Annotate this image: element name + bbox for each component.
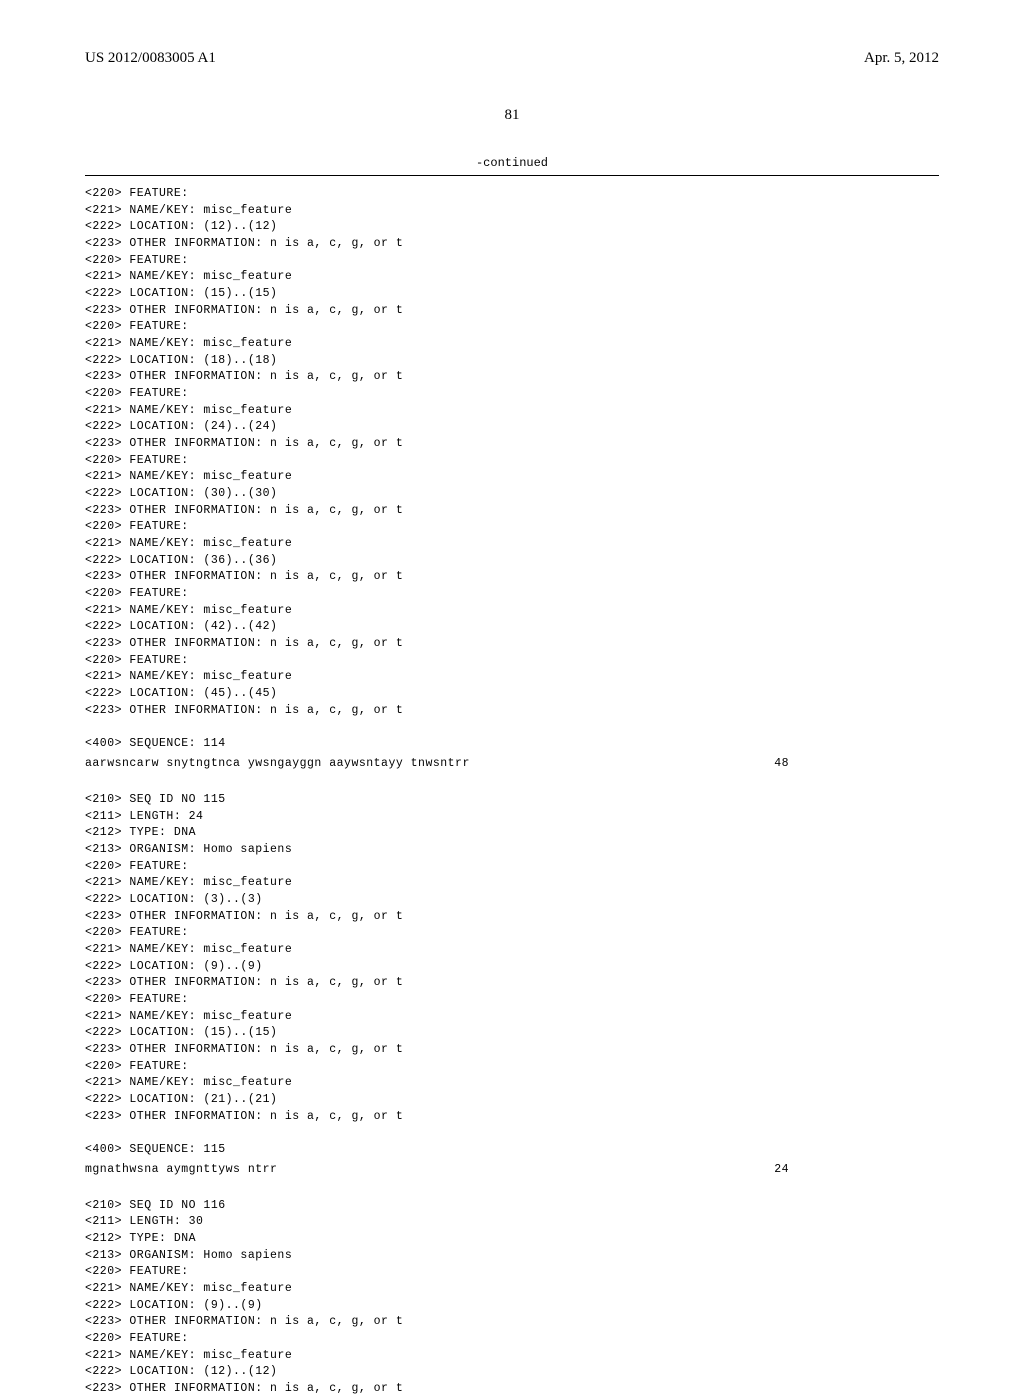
feature-line: <212> TYPE: DNA (85, 826, 196, 839)
continued-label: -continued (85, 156, 939, 170)
publication-date: Apr. 5, 2012 (864, 50, 939, 67)
feature-line: <222> LOCATION: (18)..(18) (85, 354, 277, 367)
feature-line: <221> NAME/KEY: misc_feature (85, 1076, 292, 1089)
feature-line: <221> NAME/KEY: misc_feature (85, 1349, 292, 1362)
feature-line: <223> OTHER INFORMATION: n is a, c, g, o… (85, 1043, 403, 1056)
feature-line: <223> OTHER INFORMATION: n is a, c, g, o… (85, 1315, 403, 1328)
feature-line: <221> NAME/KEY: misc_feature (85, 604, 292, 617)
feature-line: <220> FEATURE: (85, 993, 189, 1006)
feature-line: <210> SEQ ID NO 116 (85, 1199, 226, 1212)
sequence-text: mgnathwsna aymgnttyws ntrr (85, 1163, 277, 1176)
feature-line: <220> FEATURE: (85, 1265, 189, 1278)
feature-line: <223> OTHER INFORMATION: n is a, c, g, o… (85, 437, 403, 450)
feature-line: <220> FEATURE: (85, 654, 189, 667)
feature-line: <223> OTHER INFORMATION: n is a, c, g, o… (85, 637, 403, 650)
feature-line: <221> NAME/KEY: misc_feature (85, 943, 292, 956)
feature-line: <222> LOCATION: (3)..(3) (85, 893, 263, 906)
feature-line: <220> FEATURE: (85, 1060, 189, 1073)
sequence-block-1: <220> FEATURE: <221> NAME/KEY: misc_feat… (85, 186, 939, 753)
sequence-block-2: <210> SEQ ID NO 115 <211> LENGTH: 24 <21… (85, 792, 939, 1159)
feature-line: <223> OTHER INFORMATION: n is a, c, g, o… (85, 976, 403, 989)
sequence-length: 24 (774, 1163, 939, 1176)
feature-line: <223> OTHER INFORMATION: n is a, c, g, o… (85, 1110, 403, 1123)
page-number: 81 (85, 107, 939, 124)
feature-line: <221> NAME/KEY: misc_feature (85, 537, 292, 550)
feature-line: <220> FEATURE: (85, 454, 189, 467)
feature-line: <221> NAME/KEY: misc_feature (85, 1010, 292, 1023)
feature-line: <220> FEATURE: (85, 587, 189, 600)
feature-line: <222> LOCATION: (30)..(30) (85, 487, 277, 500)
feature-line: <221> NAME/KEY: misc_feature (85, 204, 292, 217)
feature-line: <213> ORGANISM: Homo sapiens (85, 1249, 292, 1262)
feature-line: <223> OTHER INFORMATION: n is a, c, g, o… (85, 370, 403, 383)
feature-line: <210> SEQ ID NO 115 (85, 793, 226, 806)
feature-line: <220> FEATURE: (85, 926, 189, 939)
feature-line: <220> FEATURE: (85, 520, 189, 533)
feature-line: <220> FEATURE: (85, 387, 189, 400)
feature-line: <211> LENGTH: 24 (85, 810, 203, 823)
feature-line: <223> OTHER INFORMATION: n is a, c, g, o… (85, 704, 403, 717)
feature-line: <220> FEATURE: (85, 860, 189, 873)
feature-line: <221> NAME/KEY: misc_feature (85, 404, 292, 417)
sequence-row-115: mgnathwsna aymgnttyws ntrr 24 (85, 1163, 939, 1176)
feature-line: <222> LOCATION: (36)..(36) (85, 554, 277, 567)
feature-line: <222> LOCATION: (21)..(21) (85, 1093, 277, 1106)
feature-line: <220> FEATURE: (85, 254, 189, 267)
feature-line: <222> LOCATION: (15)..(15) (85, 1026, 277, 1039)
feature-line: <221> NAME/KEY: misc_feature (85, 876, 292, 889)
feature-line: <222> LOCATION: (15)..(15) (85, 287, 277, 300)
feature-line: <220> FEATURE: (85, 320, 189, 333)
feature-line: <222> LOCATION: (9)..(9) (85, 1299, 263, 1312)
publication-number: US 2012/0083005 A1 (85, 50, 216, 67)
feature-line: <400> SEQUENCE: 114 (85, 737, 226, 750)
feature-line: <223> OTHER INFORMATION: n is a, c, g, o… (85, 304, 403, 317)
sequence-length: 48 (774, 757, 939, 770)
feature-line: <222> LOCATION: (12)..(12) (85, 220, 277, 233)
feature-line: <220> FEATURE: (85, 1332, 189, 1345)
feature-line: <212> TYPE: DNA (85, 1232, 196, 1245)
feature-line: <222> LOCATION: (42)..(42) (85, 620, 277, 633)
feature-line: <223> OTHER INFORMATION: n is a, c, g, o… (85, 504, 403, 517)
sequence-block-3: <210> SEQ ID NO 116 <211> LENGTH: 30 <21… (85, 1198, 939, 1398)
feature-line: <223> OTHER INFORMATION: n is a, c, g, o… (85, 910, 403, 923)
divider (85, 175, 939, 176)
sequence-row-114: aarwsncarw snytngtnca ywsngayggn aaywsnt… (85, 757, 939, 770)
feature-line: <220> FEATURE: (85, 187, 189, 200)
sequence-text: aarwsncarw snytngtnca ywsngayggn aaywsnt… (85, 757, 470, 770)
feature-line: <223> OTHER INFORMATION: n is a, c, g, o… (85, 1382, 403, 1395)
feature-line: <223> OTHER INFORMATION: n is a, c, g, o… (85, 570, 403, 583)
feature-line: <221> NAME/KEY: misc_feature (85, 1282, 292, 1295)
feature-line: <222> LOCATION: (9)..(9) (85, 960, 263, 973)
feature-line: <213> ORGANISM: Homo sapiens (85, 843, 292, 856)
feature-line: <222> LOCATION: (45)..(45) (85, 687, 277, 700)
feature-line: <222> LOCATION: (24)..(24) (85, 420, 277, 433)
feature-line: <223> OTHER INFORMATION: n is a, c, g, o… (85, 237, 403, 250)
feature-line: <221> NAME/KEY: misc_feature (85, 670, 292, 683)
feature-line: <221> NAME/KEY: misc_feature (85, 337, 292, 350)
feature-line: <221> NAME/KEY: misc_feature (85, 470, 292, 483)
feature-line: <222> LOCATION: (12)..(12) (85, 1365, 277, 1378)
feature-line: <221> NAME/KEY: misc_feature (85, 270, 292, 283)
feature-line: <211> LENGTH: 30 (85, 1215, 203, 1228)
feature-line: <400> SEQUENCE: 115 (85, 1143, 226, 1156)
page-header: US 2012/0083005 A1 Apr. 5, 2012 (85, 50, 939, 67)
